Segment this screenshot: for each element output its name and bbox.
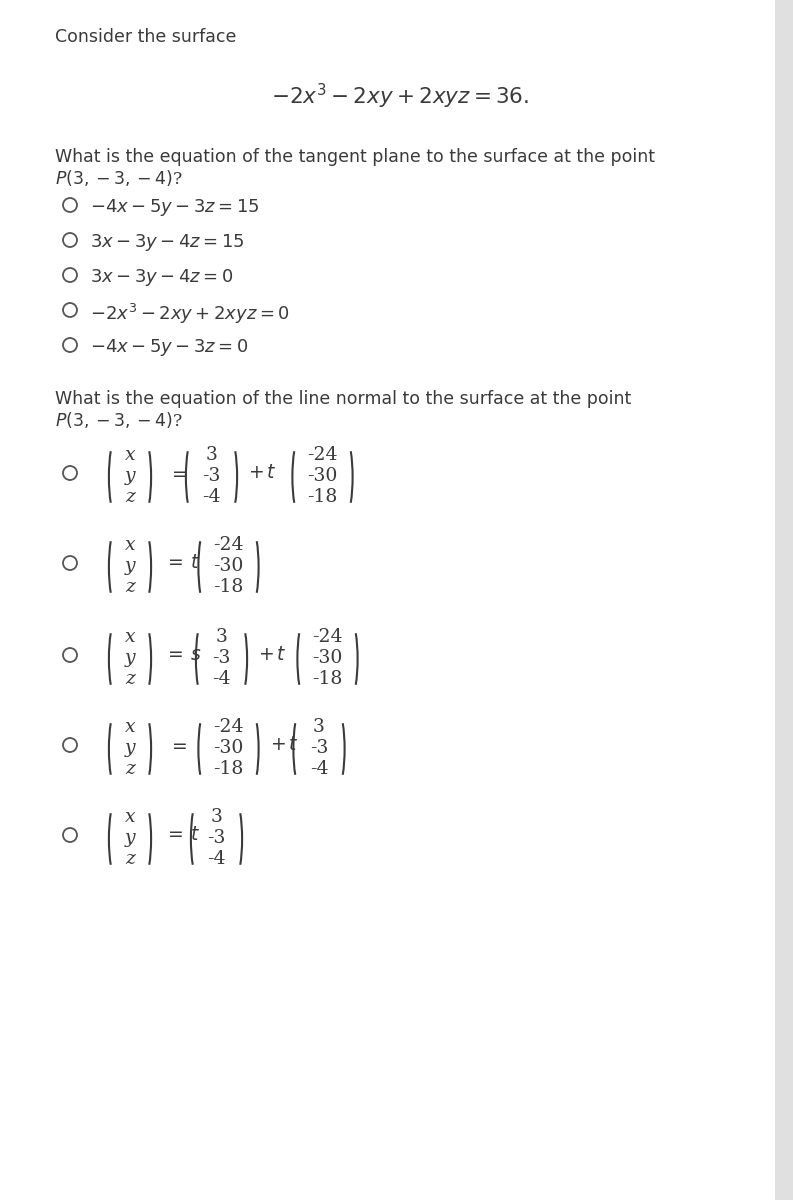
Text: $-2x^3 - 2xy + 2xyz = 36.$: $-2x^3 - 2xy + 2xyz = 36.$ xyxy=(271,82,529,112)
Text: -30: -30 xyxy=(308,467,338,485)
Text: -24: -24 xyxy=(312,628,343,646)
Text: -24: -24 xyxy=(307,446,338,464)
Text: $=\,t$: $=\,t$ xyxy=(164,554,201,572)
Text: Consider the surface: Consider the surface xyxy=(55,28,236,46)
Text: -4: -4 xyxy=(207,850,226,868)
Text: -18: -18 xyxy=(312,670,343,688)
Text: -3: -3 xyxy=(207,829,226,847)
Text: x: x xyxy=(125,628,136,646)
Text: -4: -4 xyxy=(202,488,220,506)
Text: $-2x^3 - 2xy + 2xyz = 0$: $-2x^3 - 2xy + 2xyz = 0$ xyxy=(90,302,290,326)
Text: -24: -24 xyxy=(213,718,243,736)
Text: z: z xyxy=(125,488,135,506)
Text: $+\,t$: $+\,t$ xyxy=(270,736,299,754)
Text: What is the equation of the tangent plane to the surface at the point: What is the equation of the tangent plan… xyxy=(55,148,655,166)
Text: $-4x - 5y - 3z = 0$: $-4x - 5y - 3z = 0$ xyxy=(90,337,248,358)
Text: y: y xyxy=(125,739,136,757)
Text: x: x xyxy=(125,808,136,826)
Text: $3x - 3y - 4z = 15$: $3x - 3y - 4z = 15$ xyxy=(90,232,245,253)
Text: 3: 3 xyxy=(313,718,325,736)
Text: y: y xyxy=(125,467,136,485)
Text: -30: -30 xyxy=(312,649,343,667)
Text: $=\,s$: $=\,s$ xyxy=(164,646,202,664)
Bar xyxy=(775,0,793,1200)
Text: 3: 3 xyxy=(216,628,228,646)
Text: -18: -18 xyxy=(213,578,243,596)
Text: 3: 3 xyxy=(211,808,223,826)
Text: y: y xyxy=(125,829,136,847)
Text: $+\,t$: $+\,t$ xyxy=(248,464,278,482)
Text: y: y xyxy=(125,557,136,575)
Text: -18: -18 xyxy=(213,760,243,778)
Text: -18: -18 xyxy=(308,488,338,506)
Text: $+\,t$: $+\,t$ xyxy=(259,646,287,664)
Text: x: x xyxy=(125,446,136,464)
Text: -4: -4 xyxy=(310,760,328,778)
Text: z: z xyxy=(125,760,135,778)
Text: What is the equation of the line normal to the surface at the point: What is the equation of the line normal … xyxy=(55,390,631,408)
Text: -3: -3 xyxy=(310,739,328,757)
Text: $-4x - 5y - 3z = 15$: $-4x - 5y - 3z = 15$ xyxy=(90,197,260,218)
Text: $P(3,-3,-4)$?: $P(3,-3,-4)$? xyxy=(55,410,183,430)
Text: $=$: $=$ xyxy=(168,736,188,754)
Text: $=\,t$: $=\,t$ xyxy=(164,826,201,844)
Text: x: x xyxy=(125,718,136,736)
Text: -30: -30 xyxy=(213,739,243,757)
Text: x: x xyxy=(125,536,136,554)
Text: -30: -30 xyxy=(213,557,243,575)
Text: $=$: $=$ xyxy=(168,464,188,482)
Text: 3: 3 xyxy=(205,446,217,464)
Text: y: y xyxy=(125,649,136,667)
Text: $3x - 3y - 4z = 0$: $3x - 3y - 4z = 0$ xyxy=(90,266,233,288)
Text: -24: -24 xyxy=(213,536,243,554)
Text: z: z xyxy=(125,670,135,688)
Text: $P(3,-3,-4)$?: $P(3,-3,-4)$? xyxy=(55,168,183,188)
Text: z: z xyxy=(125,578,135,596)
Text: z: z xyxy=(125,850,135,868)
Text: -3: -3 xyxy=(213,649,231,667)
Text: -4: -4 xyxy=(213,670,231,688)
Text: -3: -3 xyxy=(202,467,220,485)
